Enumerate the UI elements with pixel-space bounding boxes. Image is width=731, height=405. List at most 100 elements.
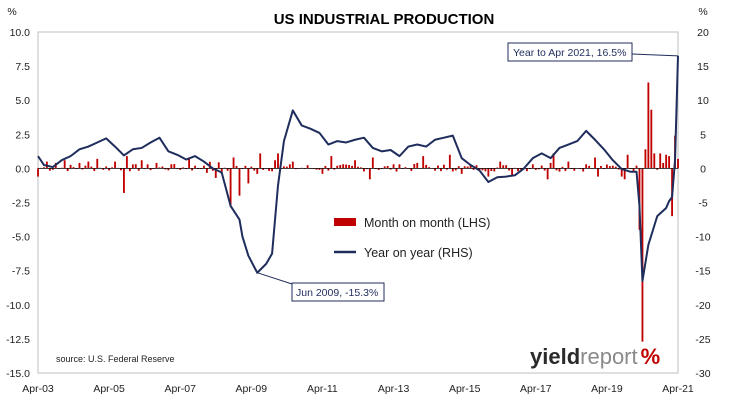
source-note: source: U.S. Federal Reserve <box>56 354 175 364</box>
bar-mark <box>546 168 549 180</box>
chart-title: US INDUSTRIAL PRODUCTION <box>274 11 495 28</box>
bar-mark <box>656 168 659 170</box>
right-tick-label: -30 <box>695 368 710 380</box>
bar-mark <box>182 167 185 169</box>
bar-mark <box>140 160 143 169</box>
brand-logo: yieldreport% <box>530 344 660 369</box>
bar-mark <box>357 166 359 169</box>
bar-mark <box>668 156 671 169</box>
bar-mark <box>440 168 442 172</box>
bar-mark <box>605 164 608 169</box>
bar-mark <box>404 167 407 169</box>
bar-mark <box>511 168 513 176</box>
bar-mark <box>472 168 475 170</box>
bar-mark <box>291 161 294 169</box>
axis-ticks: 10.0 7.5 5.0 2.5 0.0 -2.5 -5.0 -7.5 -10.0 -12.5 -1… <box>6 27 711 395</box>
bar-mark <box>128 168 131 172</box>
bar-mark <box>348 165 351 169</box>
bar-mark <box>493 168 496 172</box>
bar-mark <box>250 166 253 169</box>
bar-mark <box>271 168 273 172</box>
bar-mark <box>517 168 519 172</box>
bar-mark <box>484 168 487 172</box>
bar-mark <box>259 153 262 169</box>
svg-text:yieldreport%: yieldreport% <box>530 344 660 369</box>
bar-mark <box>354 160 356 169</box>
bar-mark <box>351 165 353 169</box>
bar-mark <box>93 168 96 172</box>
bar-mark <box>256 168 259 174</box>
bar-mark <box>105 166 108 169</box>
bar-mark <box>677 158 679 169</box>
bar-mark <box>253 168 256 171</box>
bar-mark <box>520 168 522 170</box>
bar-mark <box>499 161 502 169</box>
bar-mark <box>134 164 137 169</box>
bar-mark <box>653 153 656 169</box>
bar-mark <box>333 168 336 170</box>
bar-mark <box>614 166 617 169</box>
left-tick-label: -15.0 <box>6 368 30 380</box>
bar-mark <box>170 164 173 169</box>
right-tick-label: 15 <box>697 61 709 73</box>
bar-mark <box>466 166 469 169</box>
bar-mark <box>632 168 635 173</box>
bar-mark <box>318 168 321 170</box>
bar-mark <box>386 165 389 169</box>
bar-mark <box>445 168 448 170</box>
bar-mark <box>564 168 567 171</box>
bar-mark <box>620 168 623 177</box>
bar-mark <box>588 165 591 169</box>
legend-label-yoy: Year on year (RHS) <box>364 246 473 260</box>
bar-mark <box>549 162 552 169</box>
bar-mark <box>463 166 466 169</box>
right-tick-label: 10 <box>697 95 709 107</box>
bar-mark <box>371 157 374 169</box>
bar-mark <box>211 168 214 171</box>
bar-mark <box>487 168 490 177</box>
bar-mark <box>214 168 217 178</box>
brand-word-2: report <box>580 344 637 369</box>
bar-mark <box>395 168 398 172</box>
bar-mark <box>342 164 345 169</box>
bar-mark <box>161 166 164 169</box>
bar-mark <box>448 154 451 169</box>
bar-mark <box>268 168 271 171</box>
x-tick-label: Apr-09 <box>236 383 268 395</box>
bar-mark <box>111 167 113 169</box>
annotation-leader-peak <box>631 53 679 57</box>
bar-mark <box>659 153 662 169</box>
bar-mark <box>155 162 158 169</box>
annotation-peak: Year to Apr 2021, 16.5% <box>513 47 626 59</box>
left-tick-label: 2.5 <box>15 129 30 141</box>
annotation-trough: Jun 2009, -15.3% <box>296 287 378 299</box>
bar-mark <box>360 167 362 169</box>
left-tick-label: -5.0 <box>12 232 30 244</box>
bar-mark <box>339 165 342 169</box>
x-tick-label: Apr-21 <box>662 383 694 395</box>
bar-mark <box>108 168 111 171</box>
right-tick-label: -20 <box>695 300 710 312</box>
bar-mark <box>137 168 140 171</box>
bar-mark <box>561 166 564 169</box>
right-tick-label: 5 <box>700 129 706 141</box>
bar-mark <box>555 168 558 171</box>
bar-mark <box>475 165 478 169</box>
bar-mark <box>173 164 176 169</box>
legend-label-mom: Month on month (LHS) <box>364 216 490 230</box>
bar-mark <box>552 153 555 169</box>
bar-mark <box>422 156 425 169</box>
bar-mark <box>232 157 235 169</box>
bar-mark <box>665 154 668 169</box>
bar-mark <box>120 168 122 171</box>
brand-percent: % <box>641 344 661 369</box>
bar-mark <box>43 167 45 169</box>
bar-mark <box>66 168 69 172</box>
annotations: Year to Apr 2021, 16.5% Jun 2009, -15.3% <box>257 42 679 302</box>
bar-mark <box>363 168 365 172</box>
bar-mark <box>87 161 90 169</box>
bar-mark <box>330 156 333 169</box>
left-tick-label: -12.5 <box>6 334 30 346</box>
bar-mark <box>262 168 265 170</box>
right-tick-label: 0 <box>700 163 706 175</box>
